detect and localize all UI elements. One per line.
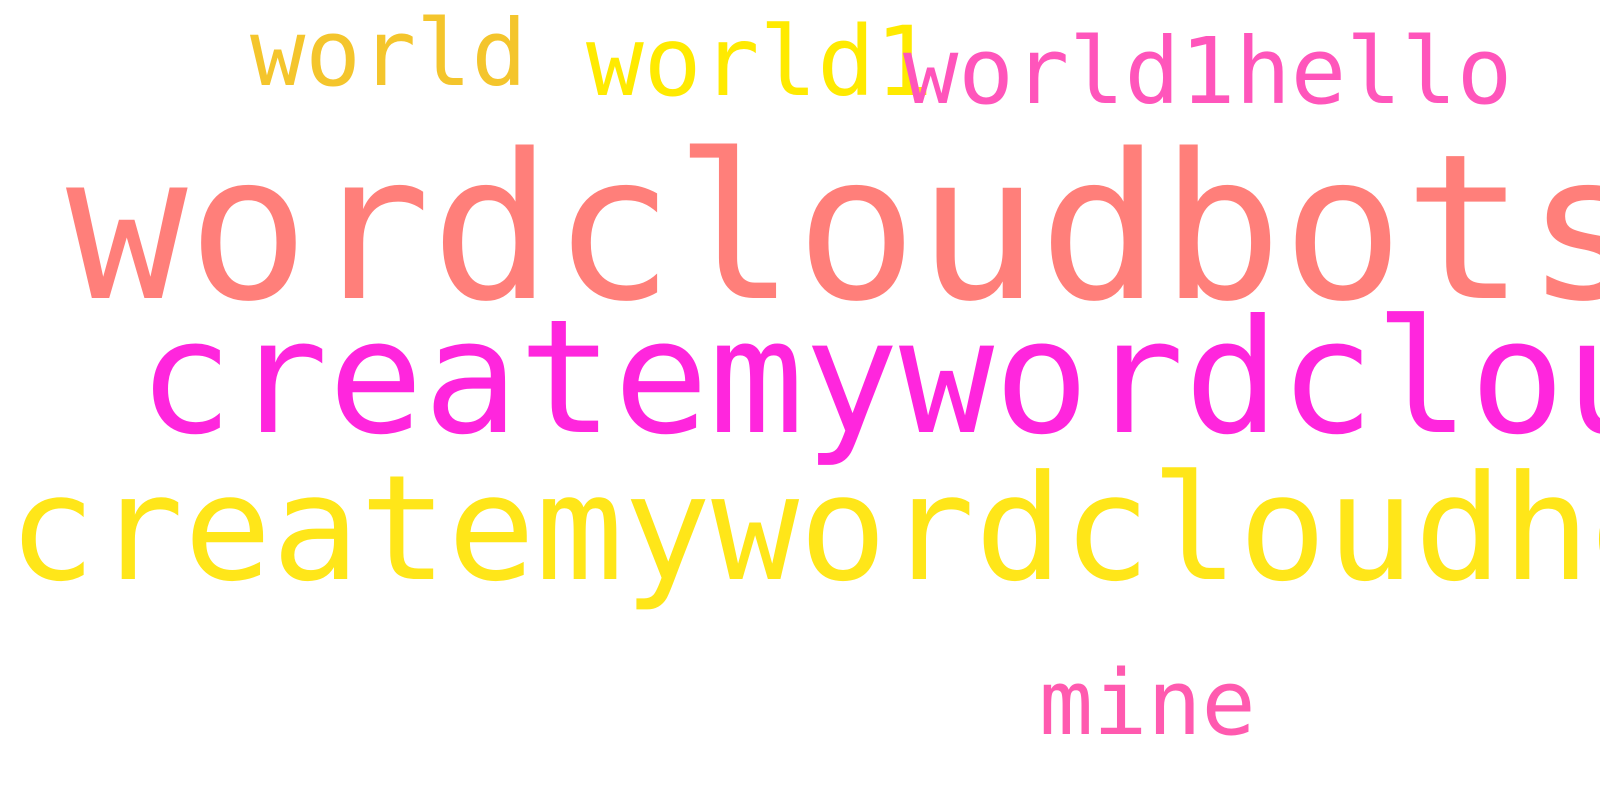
word-world: world [250, 0, 527, 107]
word-mine: mine [1039, 651, 1256, 756]
word-world1: world1 [586, 6, 933, 118]
word-createmywordcloudhello: createmywordcloudhello [8, 444, 1600, 614]
word-world1hello: world1hello [903, 18, 1513, 125]
word-wordcloudbots: wordcloudbots [66, 110, 1600, 346]
word-createmywordcloud: createmywordcloud [138, 286, 1600, 470]
